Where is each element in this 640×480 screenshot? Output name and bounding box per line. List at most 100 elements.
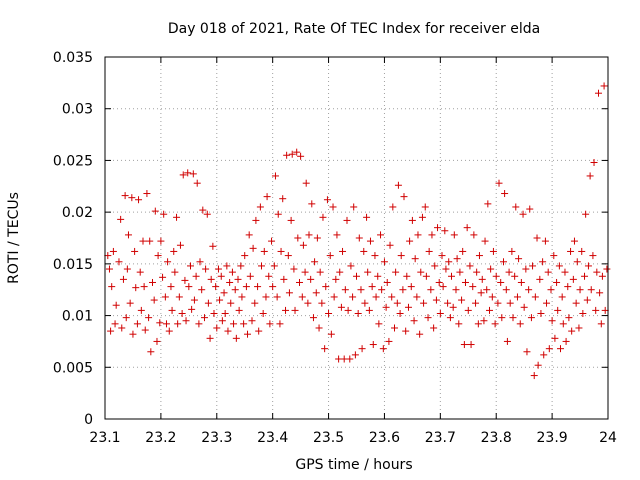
data-point [122, 314, 130, 322]
data-point [432, 296, 440, 304]
data-point [379, 345, 387, 353]
y-tick-label: 0.015 [53, 257, 93, 273]
data-point [499, 258, 507, 266]
data-point [547, 286, 555, 294]
data-point [400, 193, 408, 201]
data-point [459, 247, 467, 255]
data-point [192, 272, 200, 280]
data-point [531, 293, 539, 301]
data-point [136, 268, 144, 276]
data-point [495, 179, 503, 187]
data-point [178, 310, 186, 318]
data-point [157, 237, 165, 245]
data-point [486, 306, 494, 314]
data-point [422, 272, 430, 280]
data-point [266, 320, 274, 328]
data-point [420, 299, 428, 307]
data-point [497, 278, 505, 286]
data-point [355, 234, 363, 242]
data-point [597, 320, 605, 328]
data-point [206, 334, 214, 342]
data-point [536, 275, 544, 283]
data-point [313, 234, 321, 242]
data-point [478, 275, 486, 283]
data-point [244, 330, 252, 338]
x-tick-label: 23.4 [257, 430, 288, 446]
data-point [156, 319, 164, 327]
data-point [467, 341, 475, 349]
data-point [411, 255, 419, 263]
data-point [579, 310, 587, 318]
data-point [589, 252, 597, 260]
data-point [167, 283, 175, 291]
data-point [540, 351, 548, 359]
data-point [427, 286, 435, 294]
data-point [576, 286, 584, 294]
data-point [469, 283, 477, 291]
data-point [231, 286, 239, 294]
data-point [456, 268, 464, 276]
data-point [488, 293, 496, 301]
data-point [581, 272, 589, 280]
data-point [351, 351, 359, 359]
data-point [366, 237, 374, 245]
data-point [517, 278, 525, 286]
data-point [139, 237, 147, 245]
data-point [555, 262, 563, 270]
x-tick-label: 23.1 [89, 430, 120, 446]
data-point [523, 348, 531, 356]
data-point [176, 241, 184, 249]
y-tick-label: 0.005 [53, 360, 93, 376]
data-point [240, 320, 248, 328]
data-point [322, 283, 330, 291]
data-point [223, 262, 231, 270]
data-point [371, 252, 379, 260]
data-point [251, 299, 259, 307]
data-point [522, 265, 530, 273]
data-point [323, 196, 331, 204]
data-point [133, 320, 141, 328]
data-point [466, 262, 474, 270]
data-point [413, 293, 421, 301]
data-point [408, 216, 416, 224]
data-point [449, 303, 457, 311]
data-point [494, 299, 502, 307]
data-point [463, 224, 471, 232]
data-point [428, 231, 436, 239]
data-point [165, 327, 173, 335]
data-point [126, 299, 134, 307]
data-point [368, 283, 376, 291]
data-point [344, 306, 352, 314]
data-point [516, 320, 524, 328]
data-point [196, 258, 204, 266]
data-point [526, 205, 534, 213]
data-point [147, 348, 155, 356]
data-point [230, 320, 238, 328]
data-point [188, 305, 196, 313]
data-point [392, 268, 400, 276]
data-point [441, 227, 449, 235]
data-point [248, 317, 256, 325]
data-point [353, 272, 360, 280]
data-point [372, 293, 380, 301]
data-point [582, 210, 590, 218]
data-point [185, 283, 193, 291]
data-point [512, 203, 520, 211]
data-point [343, 216, 351, 224]
data-point [285, 289, 293, 297]
data-point [199, 206, 207, 214]
data-point [375, 320, 383, 328]
data-point [520, 303, 528, 311]
data-point [551, 334, 559, 342]
data-point [204, 299, 212, 307]
data-point [483, 286, 491, 294]
data-point [533, 234, 541, 242]
data-point [131, 247, 139, 255]
data-point [282, 306, 290, 314]
data-point [570, 237, 578, 245]
plot-frame [104, 56, 609, 420]
data-point [117, 215, 125, 223]
data-point [168, 306, 176, 314]
data-point [220, 289, 228, 297]
